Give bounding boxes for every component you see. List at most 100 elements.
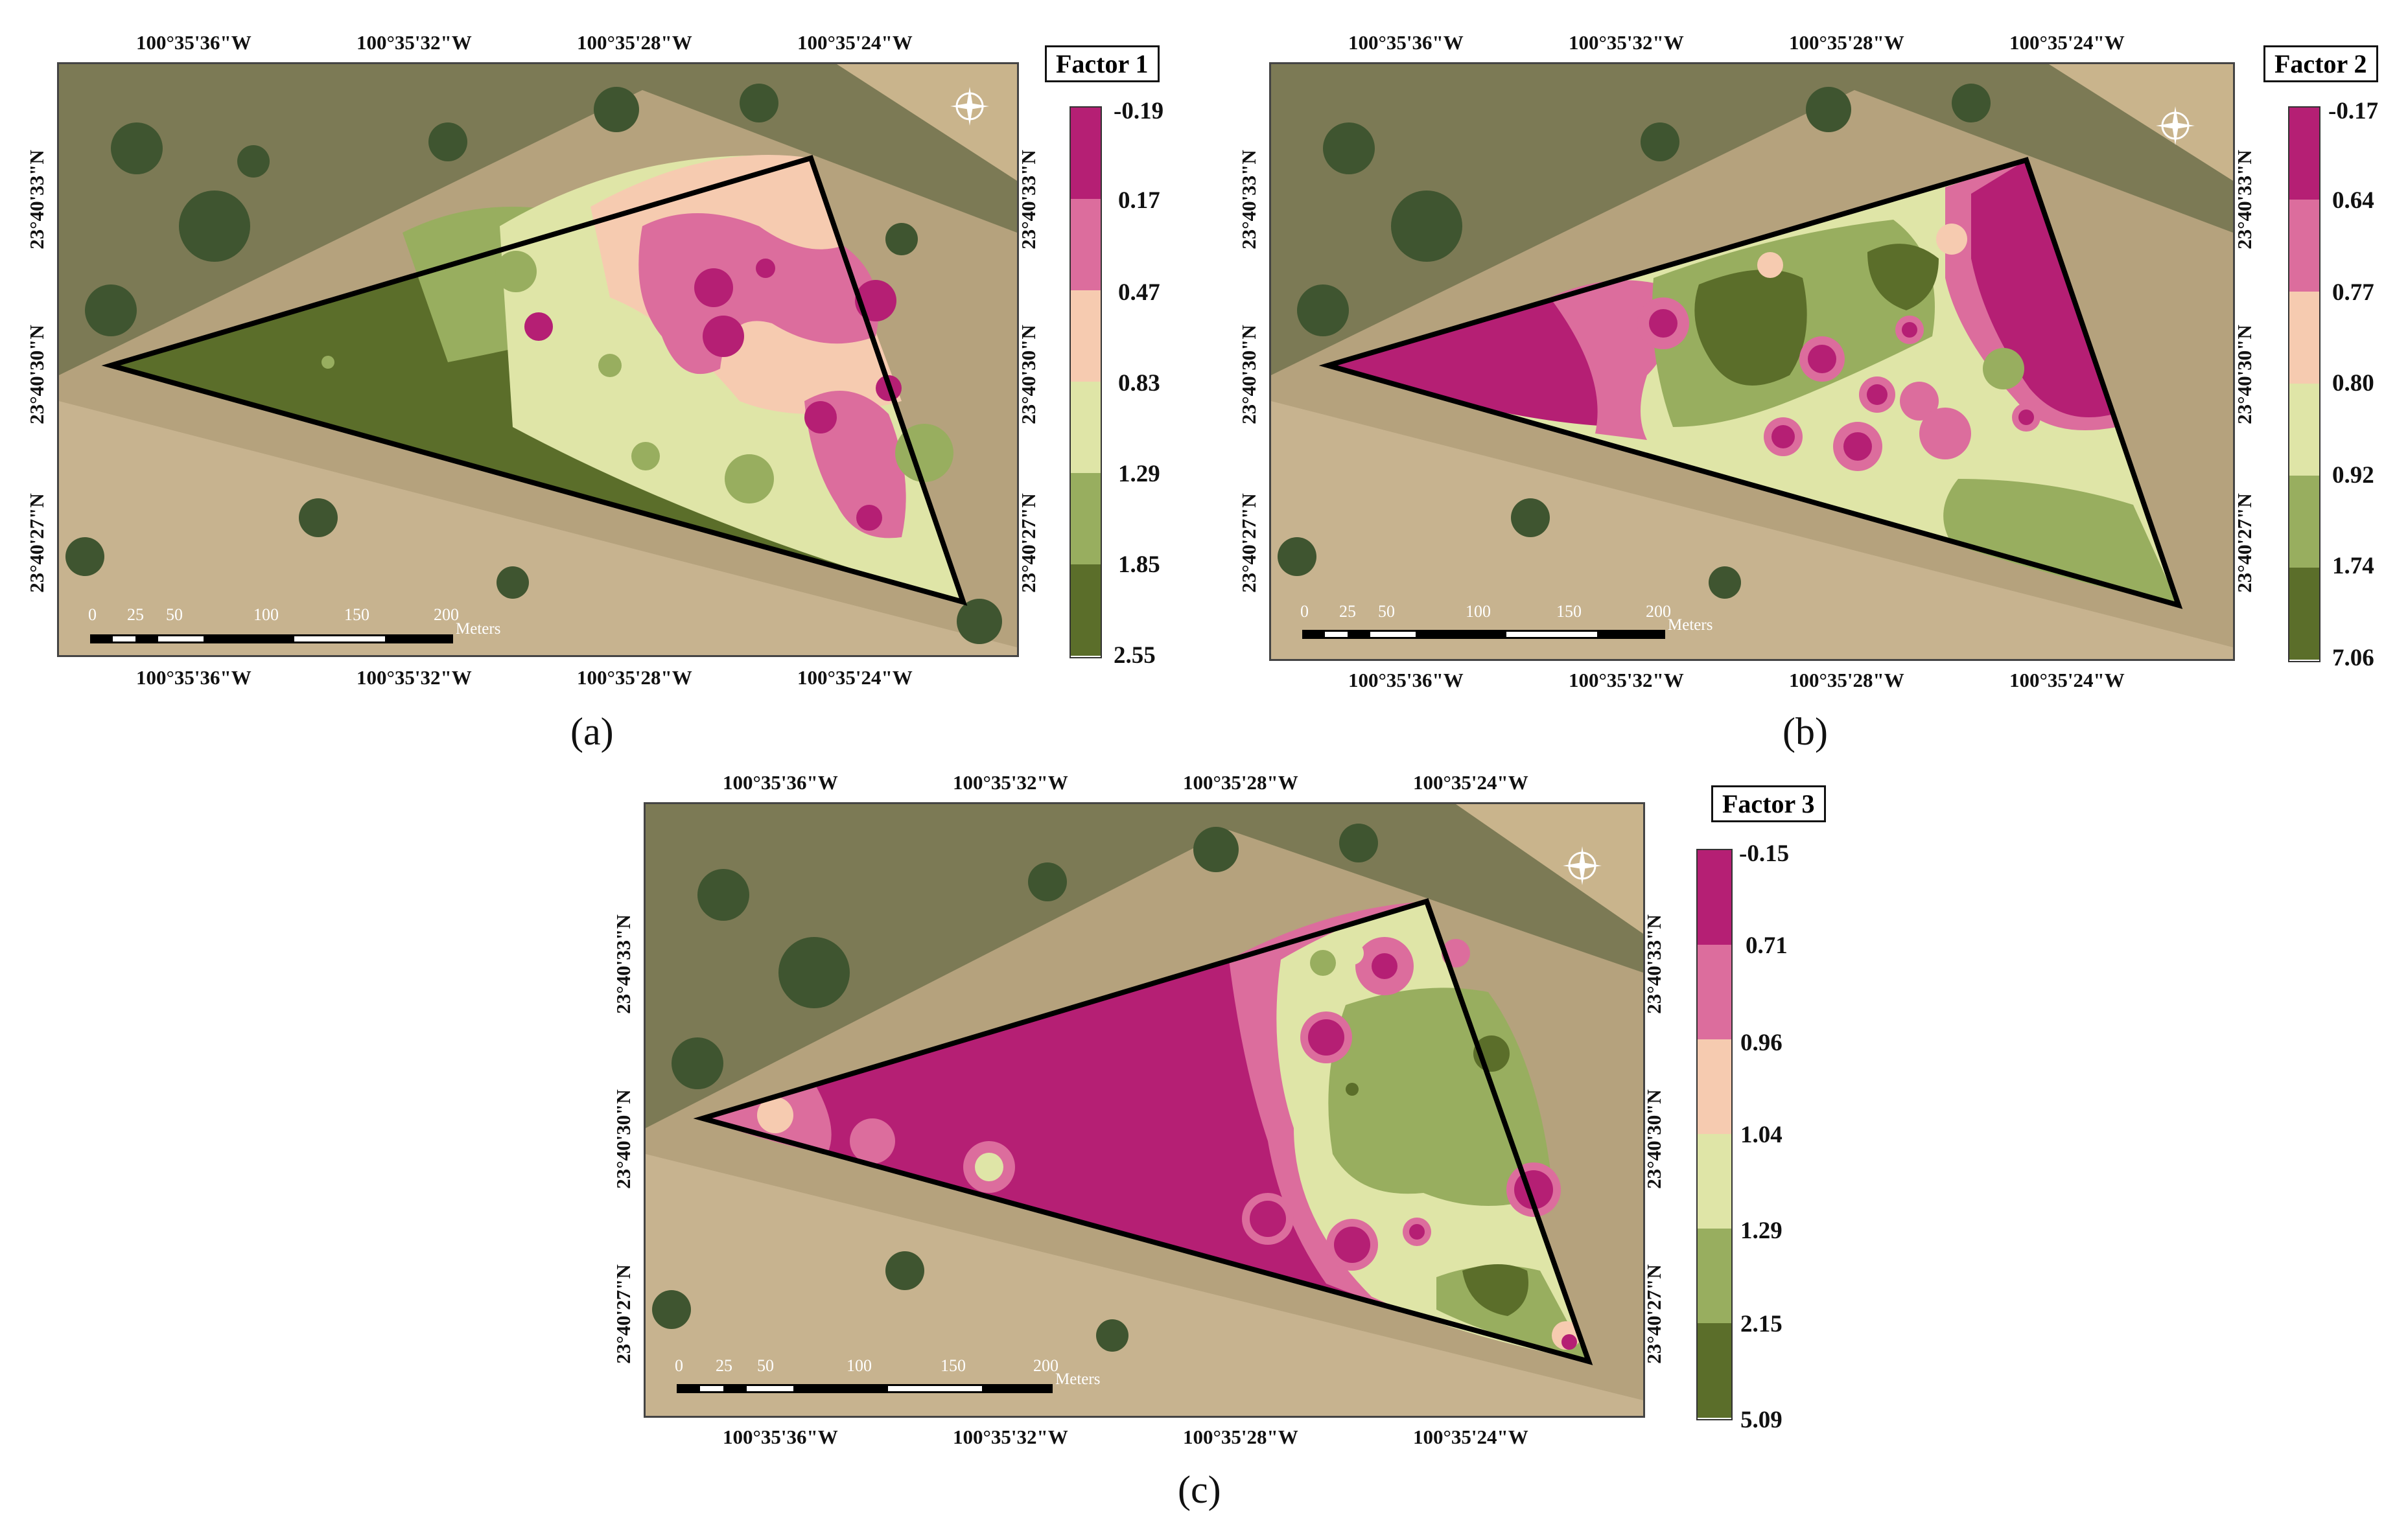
legend-value: 1.29 [1740,1218,1783,1244]
legend-swatch [2289,384,2319,476]
scale-tick: 0 [88,605,97,624]
scale-tick: 150 [941,1356,966,1375]
lon-label-bottom: 100°35'24"W [2009,669,2125,691]
scale-unit: Meters [456,620,501,638]
lon-label-top: 100°35'28"W [577,31,692,54]
map-panel-a: 100°35'36"W 100°35'32"W 100°35'28"W 100°… [0,0,1206,765]
scale-tick: 25 [1339,602,1356,621]
scale-tick: 50 [166,605,183,624]
scale-tick: 150 [1556,602,1582,621]
satellite-basemap [1271,64,2233,659]
legend-swatch [1698,945,1731,1039]
legend-value: -0.19 [1114,98,1164,124]
panel-caption: (b) [1783,710,1828,753]
scale-bar [1302,630,1665,643]
scale-tick: 200 [434,605,459,624]
lat-label-right: 23°40'33"N [1016,150,1040,249]
legend-value: 0.96 [1740,1030,1783,1056]
scale-tick: 200 [1033,1356,1058,1375]
legend-value: 0.47 [1118,279,1160,306]
scale-tick: 50 [1378,602,1395,621]
scale-tick: 200 [1646,602,1671,621]
panel-caption: (c) [1178,1468,1221,1511]
compass-rose-icon [2153,103,2198,148]
lon-label-bottom: 100°35'36"W [723,1426,838,1448]
legend-value: 1.85 [1118,551,1160,578]
legend-color-bar [1696,849,1733,1420]
legend-value: 0.17 [1118,187,1160,214]
lon-label-bottom: 100°35'28"W [1183,1426,1298,1448]
lon-label-bottom: 100°35'36"W [1348,669,1464,691]
lon-label-bottom: 100°35'24"W [797,666,913,689]
scale-bar [677,1384,1053,1397]
lon-label-top: 100°35'36"W [723,771,838,794]
lat-label-right: 23°40'30"N [1016,325,1040,424]
satellite-basemap [59,64,1017,655]
satellite-basemap [646,804,1643,1416]
map-frame: 0 25 50 100 150 200 Meters [644,802,1645,1418]
compass-rose-icon [1560,843,1605,888]
scale-tick: 0 [675,1356,683,1375]
legend-value: 7.06 [2332,645,2374,671]
legend-value: 1.74 [2332,553,2374,579]
scale-unit: Meters [1668,616,1713,634]
lon-label-top: 100°35'32"W [357,31,472,54]
lon-label-top: 100°35'36"W [1348,31,1464,54]
legend-swatch [2289,108,2319,200]
lon-label-bottom: 100°35'28"W [577,666,692,689]
legend-color-bar [1070,106,1102,658]
lat-label-left: 23°40'33"N [1237,150,1260,249]
lon-label-bottom: 100°35'32"W [357,666,472,689]
legend-swatch [2289,292,2319,384]
scale-bar [90,634,453,647]
lat-label-right: 23°40'33"N [1642,914,1665,1014]
scale-tick: 100 [847,1356,872,1375]
compass-rose-icon [947,84,992,129]
legend-swatch [1071,473,1101,564]
lat-label-right: 23°40'27"N [1642,1264,1665,1364]
legend-color-bar [2288,106,2320,662]
lon-label-top: 100°35'24"W [1413,771,1528,794]
map-panel-b: 100°35'36"W 100°35'32"W 100°35'28"W 100°… [1212,0,2408,765]
legend-swatch [2289,568,2319,660]
legend-value: 0.92 [2332,462,2374,489]
lat-label-left: 23°40'30"N [25,325,48,424]
legend-value: 0.71 [1746,932,1788,959]
lon-label-bottom: 100°35'32"W [1569,669,1684,691]
legend-swatch [1698,850,1731,945]
legend-value: 0.80 [2332,370,2374,397]
legend-swatch [2289,200,2319,292]
lon-label-top: 100°35'28"W [1789,31,1904,54]
lat-label-left: 23°40'27"N [25,493,48,593]
lon-label-bottom: 100°35'36"W [136,666,251,689]
legend-title: Factor 3 [1711,785,1826,822]
legend-value: 0.83 [1118,370,1160,397]
lat-label-left: 23°40'33"N [611,914,635,1014]
legend-value: 0.64 [2332,187,2374,214]
legend-swatch [1698,1039,1731,1134]
legend-swatch [1071,290,1101,382]
scale-tick: 25 [127,605,144,624]
map-panel-c: 100°35'36"W 100°35'32"W 100°35'28"W 100°… [587,758,1831,1536]
legend-swatch [1071,199,1101,290]
scale-tick: 150 [344,605,369,624]
legend-swatch [2289,476,2319,568]
lon-label-top: 100°35'32"W [1569,31,1684,54]
legend-title: Factor 1 [1045,45,1160,82]
lat-label-left: 23°40'30"N [1237,325,1260,424]
legend-swatch [1071,108,1101,199]
lon-label-bottom: 100°35'28"W [1789,669,1904,691]
lat-label-right: 23°40'30"N [2232,325,2256,424]
legend-value: 0.77 [2332,279,2374,306]
legend-value: 2.15 [1740,1311,1783,1337]
legend-swatch [1071,382,1101,473]
lat-label-right: 23°40'27"N [1016,493,1040,593]
lat-label-left: 23°40'33"N [25,150,48,249]
legend-value: -0.17 [2328,98,2379,124]
lat-label-right: 23°40'30"N [1642,1089,1665,1189]
lat-label-left: 23°40'27"N [611,1264,635,1364]
legend-title: Factor 2 [2263,45,2378,82]
lon-label-top: 100°35'32"W [953,771,1068,794]
legend-value: 2.55 [1114,642,1156,669]
lat-label-left: 23°40'27"N [1237,493,1260,593]
